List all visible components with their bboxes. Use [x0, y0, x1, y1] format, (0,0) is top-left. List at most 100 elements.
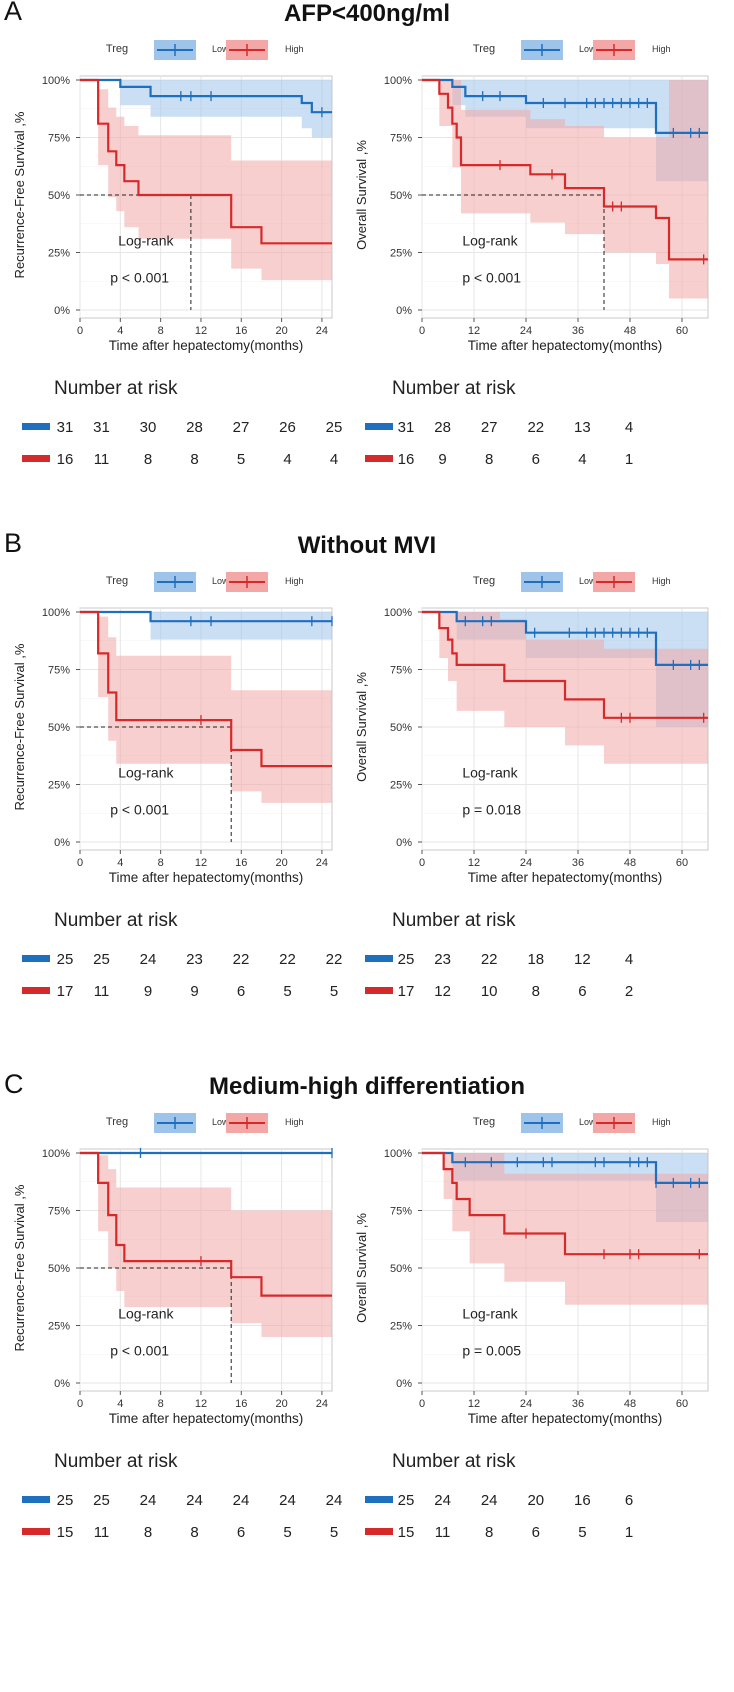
risk-table-title: Number at risk	[392, 1451, 516, 1472]
x-tick-label: 24	[520, 325, 532, 337]
risk-legend-bar-low	[365, 423, 393, 430]
legend-low-label: Low	[579, 576, 596, 586]
x-tick-label: 4	[117, 857, 123, 869]
risk-count-low: 24	[140, 1492, 157, 1509]
x-tick-label: 24	[316, 857, 328, 869]
risk-table-title: Number at risk	[392, 910, 516, 931]
panel-title: Medium-high differentiation	[209, 1073, 525, 1100]
y-tick-label: 0%	[396, 1378, 412, 1390]
p-value-label: p = 0.005	[462, 1342, 521, 1358]
panel-b: B Without MVI Treg Low High Treg Low High 0%…	[0, 528, 734, 1092]
y-tick-label: 100%	[42, 75, 70, 87]
km-curve-high	[80, 1151, 332, 1297]
risk-count-high: 15	[57, 1524, 74, 1541]
risk-count-high: 8	[485, 451, 493, 468]
panel-letter: A	[4, 0, 23, 26]
risk-count-high: 11	[94, 1524, 110, 1541]
x-tick-label: 0	[419, 857, 425, 869]
risk-count-low: 26	[279, 419, 296, 436]
risk-legend-bar-high	[22, 1528, 50, 1535]
risk-count-high: 8	[144, 451, 152, 468]
risk-count-low: 20	[527, 1492, 544, 1509]
risk-count-high: 17	[57, 983, 74, 1000]
x-tick-label: 48	[624, 325, 636, 337]
risk-count-low: 6	[625, 1492, 633, 1509]
y-axis-title: Recurrence-Free Survival ,%	[12, 111, 27, 278]
legend-title: Treg	[473, 1116, 495, 1128]
risk-count-low: 13	[574, 419, 591, 436]
km-curve-low	[80, 610, 332, 623]
y-tick-label: 75%	[48, 1206, 70, 1218]
legend-high-label: High	[652, 1117, 671, 1127]
risk-count-low: 12	[574, 951, 591, 968]
y-tick-label: 25%	[390, 248, 412, 260]
risk-count-high: 8	[190, 451, 198, 468]
risk-count-low: 23	[186, 951, 203, 968]
log-rank-label: Log-rank	[462, 233, 518, 249]
y-tick-label: 0%	[396, 837, 412, 849]
legend-right: Treg Low High	[473, 572, 671, 592]
risk-count-high: 5	[330, 983, 338, 1000]
risk-count-high: 5	[283, 983, 291, 1000]
legend-left: Treg Low High	[106, 572, 304, 592]
legend-low-label: Low	[579, 44, 596, 54]
y-tick-label: 25%	[390, 1321, 412, 1333]
panel-a: A AFP<400ng/ml Treg Low High Treg Low High 0…	[0, 0, 734, 535]
ci-band-high	[422, 1153, 708, 1305]
legend-title: Treg	[106, 43, 128, 55]
legend-left: Treg Low High	[106, 40, 304, 60]
legend-high-label: High	[285, 1117, 304, 1127]
log-rank-label: Log-rank	[118, 765, 174, 781]
x-tick-label: 16	[235, 325, 247, 337]
y-tick-label: 50%	[390, 722, 412, 734]
risk-count-high: 11	[94, 451, 110, 468]
risk-count-high: 17	[398, 983, 415, 1000]
y-tick-label: 25%	[390, 780, 412, 792]
risk-count-low: 30	[140, 419, 157, 436]
risk-count-high: 6	[237, 983, 245, 1000]
x-tick-label: 12	[468, 325, 480, 337]
y-tick-label: 75%	[390, 665, 412, 677]
risk-count-low: 18	[527, 951, 544, 968]
risk-legend-bar-high	[22, 987, 50, 994]
ci-band-high	[80, 1153, 332, 1337]
risk-table-title: Number at risk	[54, 1451, 178, 1472]
risk-count-high: 6	[578, 983, 586, 1000]
risk-legend-bar-high	[365, 455, 393, 462]
km-curve-high	[422, 1151, 708, 1256]
risk-count-low: 25	[93, 1492, 110, 1509]
x-tick-label: 24	[520, 1398, 532, 1410]
y-tick-label: 25%	[48, 1321, 70, 1333]
risk-count-high: 2	[625, 983, 633, 1000]
x-tick-label: 12	[468, 1398, 480, 1410]
risk-count-low: 28	[186, 419, 203, 436]
legend-high-label: High	[652, 576, 671, 586]
y-tick-label: 0%	[54, 305, 70, 317]
risk-count-high: 4	[578, 451, 586, 468]
p-value-label: p < 0.001	[110, 1342, 169, 1358]
risk-count-high: 6	[237, 1524, 245, 1541]
p-value-label: p = 0.018	[462, 801, 521, 817]
risk-count-high: 8	[190, 1524, 198, 1541]
risk-legend-bar-low	[365, 955, 393, 962]
x-tick-label: 8	[158, 857, 164, 869]
risk-count-high: 6	[532, 451, 540, 468]
legend-right: Treg Low High	[473, 1113, 671, 1133]
risk-count-high: 10	[481, 983, 498, 1000]
risk-legend-bar-high	[365, 987, 393, 994]
p-value-label: p < 0.001	[110, 801, 169, 817]
risk-count-low: 25	[93, 951, 110, 968]
risk-count-high: 9	[144, 983, 152, 1000]
ci-band-high	[422, 80, 708, 299]
x-axis-title: Time after hepatectomy(months)	[468, 1411, 663, 1426]
y-tick-label: 0%	[54, 1378, 70, 1390]
km-chart-c-rfs: 0% 25% 50% 75% 100% 0 4 8 12 16 20 24 Time after hep…	[12, 1148, 342, 1541]
p-value-label: p < 0.001	[110, 269, 169, 285]
risk-count-low: 24	[434, 1492, 451, 1509]
risk-count-low: 24	[279, 1492, 296, 1509]
risk-count-high: 6	[532, 1524, 540, 1541]
risk-count-high: 11	[94, 983, 110, 1000]
risk-count-low: 23	[434, 951, 451, 968]
ci-band-low	[80, 612, 332, 640]
